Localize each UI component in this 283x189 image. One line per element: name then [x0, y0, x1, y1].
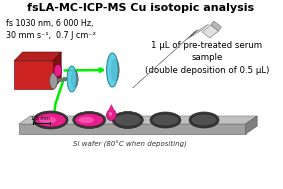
Polygon shape	[133, 34, 192, 88]
Polygon shape	[19, 124, 246, 134]
Ellipse shape	[189, 112, 219, 128]
Ellipse shape	[109, 112, 112, 116]
Polygon shape	[186, 24, 209, 40]
Ellipse shape	[107, 53, 118, 87]
Text: fs 1030 nm, 6 000 Hz,
30 mm s⁻¹,  0.7 J cm⁻²: fs 1030 nm, 6 000 Hz, 30 mm s⁻¹, 0.7 J c…	[6, 19, 96, 40]
Polygon shape	[202, 25, 218, 38]
Text: fsLA-MC-ICP-MS Cu isotopic analysis: fsLA-MC-ICP-MS Cu isotopic analysis	[27, 3, 254, 13]
Ellipse shape	[39, 116, 56, 123]
Ellipse shape	[114, 114, 141, 126]
Polygon shape	[14, 52, 61, 61]
Text: 1.8 mm: 1.8 mm	[31, 116, 50, 121]
Polygon shape	[53, 52, 61, 89]
Text: 1 μL of pre-treated serum
sample
(double deposition of 0.5 μL): 1 μL of pre-treated serum sample (double…	[145, 41, 269, 75]
Ellipse shape	[107, 109, 116, 121]
Ellipse shape	[112, 112, 143, 129]
Polygon shape	[19, 116, 257, 124]
Ellipse shape	[71, 70, 78, 88]
Polygon shape	[246, 116, 257, 134]
Ellipse shape	[78, 117, 94, 123]
Ellipse shape	[67, 66, 77, 92]
Ellipse shape	[112, 59, 119, 81]
Text: Si wafer (80°C when depositing): Si wafer (80°C when depositing)	[73, 141, 187, 148]
Ellipse shape	[54, 64, 62, 77]
Ellipse shape	[35, 113, 66, 127]
Ellipse shape	[73, 112, 106, 129]
Polygon shape	[14, 61, 53, 89]
Ellipse shape	[33, 111, 68, 129]
Polygon shape	[211, 21, 221, 31]
Ellipse shape	[150, 112, 181, 128]
Polygon shape	[108, 104, 115, 111]
Ellipse shape	[50, 73, 57, 89]
Ellipse shape	[152, 114, 179, 126]
Ellipse shape	[191, 114, 217, 126]
Ellipse shape	[75, 114, 104, 126]
